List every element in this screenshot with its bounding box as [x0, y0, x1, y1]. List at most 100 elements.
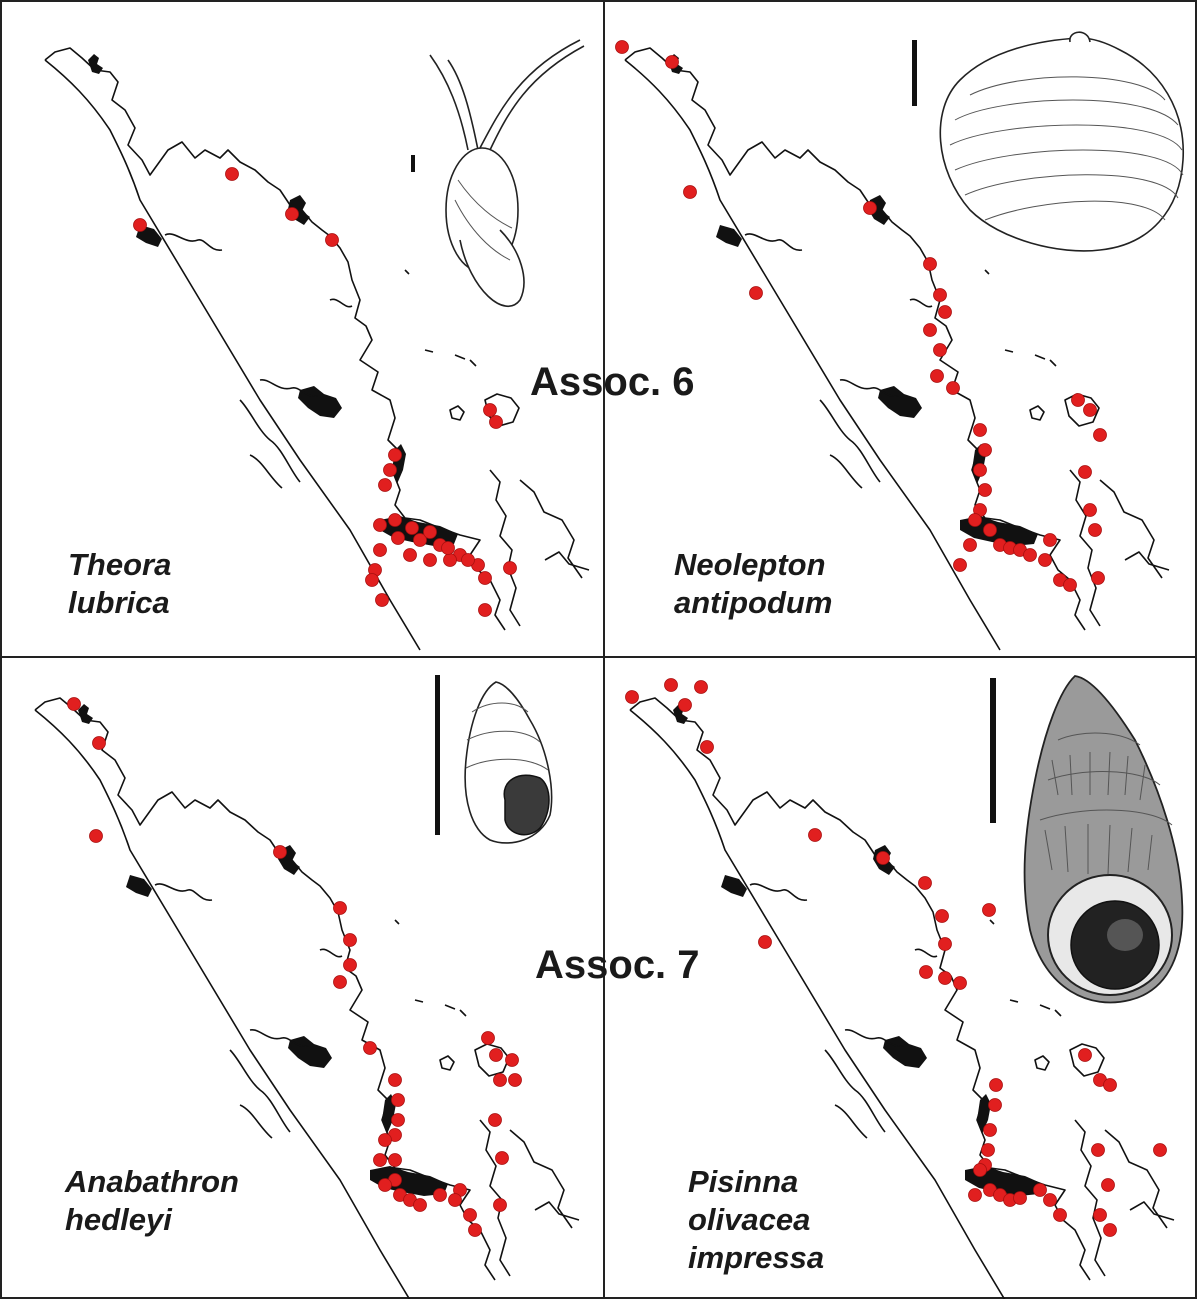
- occurrence-point-anabathron: [508, 1073, 522, 1087]
- species-label-neolepton-line1: Neolepton: [674, 547, 826, 582]
- occurrence-point-theora: [383, 463, 397, 477]
- occurrence-point-pisinna: [1103, 1078, 1117, 1092]
- occurrence-point-theora: [375, 593, 389, 607]
- occurrence-point-anabathron: [481, 1031, 495, 1045]
- occurrence-point-anabathron: [463, 1208, 477, 1222]
- occurrence-point-pisinna: [981, 1143, 995, 1157]
- occurrence-point-neolepton: [1038, 553, 1052, 567]
- occurrence-point-neolepton: [863, 201, 877, 215]
- occurrence-point-neolepton: [1078, 465, 1092, 479]
- occurrence-point-anabathron: [273, 845, 287, 859]
- occurrence-point-pisinna: [989, 1078, 1003, 1092]
- occurrence-point-anabathron: [89, 829, 103, 843]
- species-label-anabathron-line2: hedleyi: [65, 1202, 173, 1237]
- occurrence-point-neolepton: [1083, 503, 1097, 517]
- occurrence-point-theora: [478, 603, 492, 617]
- occurrence-point-theora: [373, 543, 387, 557]
- occurrence-point-theora: [388, 448, 402, 462]
- occurrence-point-anabathron: [363, 1041, 377, 1055]
- occurrence-point-pisinna: [694, 680, 708, 694]
- occurrence-point-anabathron: [448, 1193, 462, 1207]
- theora-shell-drawing: [411, 39, 585, 307]
- occurrence-point-neolepton: [1063, 578, 1077, 592]
- occurrence-point-pisinna: [935, 909, 949, 923]
- occurrence-point-pisinna: [968, 1188, 982, 1202]
- occurrence-point-neolepton: [978, 443, 992, 457]
- occurrence-point-theora: [413, 533, 427, 547]
- species-label-pisinna-line3: impressa: [688, 1240, 824, 1275]
- occurrence-point-pisinna: [938, 971, 952, 985]
- occurrence-point-neolepton: [973, 423, 987, 437]
- species-label-pisinna-line1: Pisinna: [688, 1164, 798, 1199]
- occurrence-point-theora: [285, 207, 299, 221]
- occurrence-point-theora: [489, 415, 503, 429]
- occurrence-point-neolepton: [923, 323, 937, 337]
- occurrence-point-pisinna: [1053, 1208, 1067, 1222]
- occurrence-point-neolepton: [683, 185, 697, 199]
- occurrence-point-theora: [423, 525, 437, 539]
- occurrence-point-anabathron: [493, 1073, 507, 1087]
- occurrence-point-pisinna: [982, 903, 996, 917]
- occurrence-point-pisinna: [625, 690, 639, 704]
- scale-bar: [435, 675, 440, 835]
- species-label-theora-line1: Theora: [68, 547, 171, 582]
- occurrence-point-theora: [373, 518, 387, 532]
- occurrence-point-theora: [483, 403, 497, 417]
- anabathron-shell-drawing: [435, 675, 553, 844]
- occurrence-point-pisinna: [1091, 1143, 1105, 1157]
- occurrence-point-neolepton: [983, 523, 997, 537]
- occurrence-point-pisinna: [1093, 1208, 1107, 1222]
- occurrence-point-pisinna: [1153, 1143, 1167, 1157]
- occurrence-point-theora: [443, 553, 457, 567]
- occurrence-point-anabathron: [388, 1073, 402, 1087]
- occurrence-point-anabathron: [468, 1223, 482, 1237]
- occurrence-point-anabathron: [343, 933, 357, 947]
- occurrence-point-pisinna: [1013, 1191, 1027, 1205]
- association-label-6: Assoc. 6: [530, 360, 695, 404]
- species-label-theora-line2: lubrica: [68, 585, 170, 620]
- occurrence-point-theora: [225, 167, 239, 181]
- occurrence-point-pisinna: [938, 937, 952, 951]
- occurrence-point-neolepton: [1083, 403, 1097, 417]
- occurrence-point-pisinna: [876, 851, 890, 865]
- occurrence-point-theora: [478, 571, 492, 585]
- occurrence-point-pisinna: [678, 698, 692, 712]
- occurrence-point-neolepton: [933, 343, 947, 357]
- occurrence-point-pisinna: [1033, 1183, 1047, 1197]
- occurrence-point-neolepton: [1043, 533, 1057, 547]
- occurrence-point-anabathron: [343, 958, 357, 972]
- occurrence-point-anabathron: [92, 736, 106, 750]
- occurrence-point-anabathron: [493, 1198, 507, 1212]
- occurrence-point-anabathron: [378, 1178, 392, 1192]
- occurrence-point-anabathron: [413, 1198, 427, 1212]
- occurrence-point-anabathron: [488, 1113, 502, 1127]
- occurrence-point-pisinna: [953, 976, 967, 990]
- occurrence-point-anabathron: [495, 1151, 509, 1165]
- occurrence-point-anabathron: [378, 1133, 392, 1147]
- occurrence-point-neolepton: [953, 558, 967, 572]
- occurrence-point-pisinna: [1043, 1193, 1057, 1207]
- occurrence-point-theora: [133, 218, 147, 232]
- occurrence-point-neolepton: [930, 369, 944, 383]
- occurrence-point-pisinna: [1101, 1178, 1115, 1192]
- occurrence-point-neolepton: [963, 538, 977, 552]
- species-label-anabathron-line1: Anabathron: [64, 1164, 239, 1199]
- occurrence-point-pisinna: [664, 678, 678, 692]
- pisinna-shell-drawing: [990, 675, 1184, 1004]
- occurrence-point-theora: [403, 548, 417, 562]
- occurrence-point-anabathron: [391, 1093, 405, 1107]
- occurrence-point-pisinna: [1078, 1048, 1092, 1062]
- occurrence-point-theora: [503, 561, 517, 575]
- neolepton-shell-drawing: [912, 31, 1184, 252]
- occurrence-point-theora: [461, 553, 475, 567]
- association-label-7: Assoc. 7: [535, 943, 700, 987]
- occurrence-point-theora: [391, 531, 405, 545]
- occurrence-point-theora: [365, 573, 379, 587]
- occurrence-point-neolepton: [749, 286, 763, 300]
- occurrence-point-neolepton: [1088, 523, 1102, 537]
- occurrence-point-neolepton: [615, 40, 629, 54]
- occurrence-point-pisinna: [758, 935, 772, 949]
- occurrence-point-neolepton: [1071, 393, 1085, 407]
